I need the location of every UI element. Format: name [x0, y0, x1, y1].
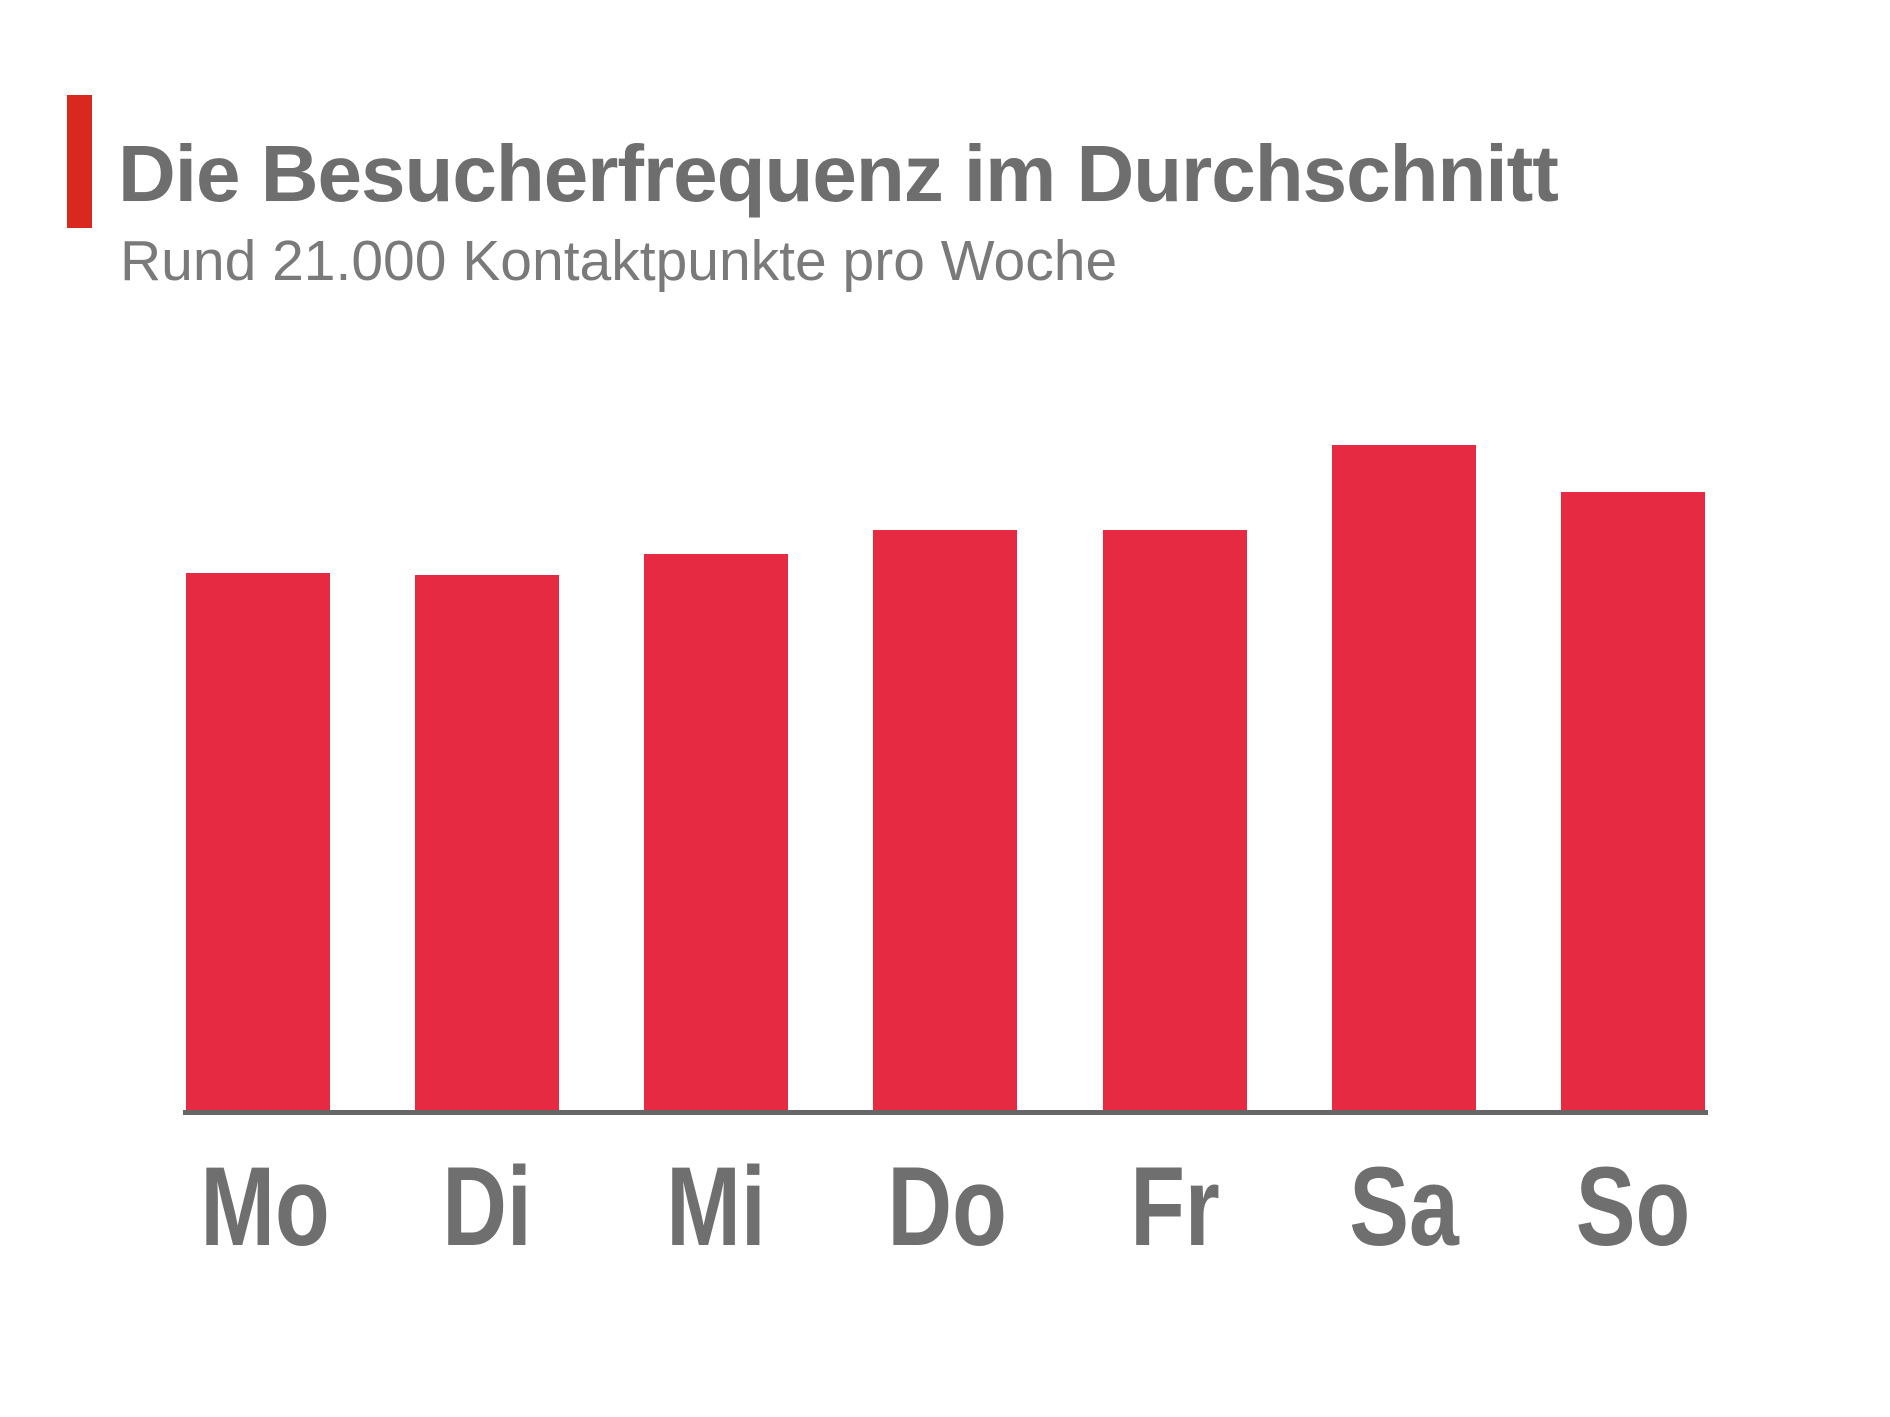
bar-fr [1102, 530, 1247, 1110]
x-axis-label-do: Do [887, 1144, 1008, 1269]
bar-mi [644, 553, 789, 1110]
x-axis-label-so: So [1575, 1144, 1691, 1269]
bar-mo [186, 572, 330, 1110]
bar-sa [1331, 445, 1476, 1110]
bar-chart [186, 445, 1705, 1110]
x-axis-label-di: Di [442, 1144, 532, 1269]
bar-do [873, 530, 1018, 1110]
bar-so [1560, 491, 1705, 1110]
page-title: Die Besucherfrequenz im Durchschnitt [118, 128, 1559, 218]
page-subtitle: Rund 21.000 Kontaktpunkte pro Woche [120, 229, 1118, 293]
title-accent-bar [67, 95, 92, 228]
x-axis-line [183, 1110, 1708, 1115]
x-axis-label-sa: Sa [1348, 1144, 1459, 1269]
x-axis-label-fr: Fr [1129, 1144, 1220, 1269]
x-axis-label-mo: Mo [200, 1144, 330, 1269]
bar-di [415, 574, 560, 1110]
x-axis-label-mi: Mi [666, 1144, 767, 1269]
x-axis-labels: Mo Di Mi Do Fr Sa So [186, 1140, 1705, 1274]
